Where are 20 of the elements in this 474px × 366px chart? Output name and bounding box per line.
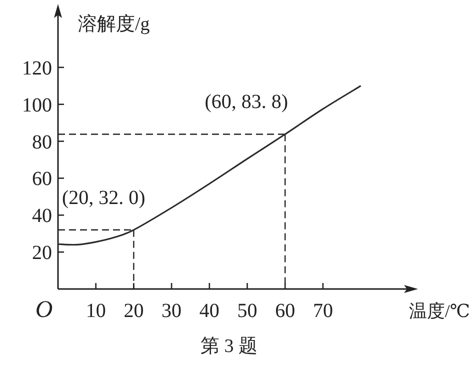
y-tick-label: 80 <box>32 131 52 154</box>
x-tick-label: 70 <box>312 300 333 322</box>
y-axis-title: 溶解度/g <box>78 13 150 35</box>
x-tick-label: 40 <box>199 300 220 322</box>
annotation: (60, 83. 8) <box>204 91 288 114</box>
x-tick-label: O <box>35 297 53 323</box>
y-tick-label: 100 <box>22 94 52 116</box>
annotation: (20, 32. 0) <box>62 186 146 209</box>
y-tick-label: 40 <box>32 205 52 228</box>
x-axis-title: 温度/℃ <box>408 301 470 321</box>
y-tick-label: 60 <box>32 168 52 190</box>
y-tick-label: 20 <box>32 242 52 264</box>
x-tick-label: 50 <box>237 300 258 322</box>
y-tick-label: 120 <box>22 57 52 80</box>
x-tick-label: 10 <box>86 300 106 322</box>
annotation: 第 3 题 <box>200 336 258 357</box>
x-tick-label: 60 <box>275 300 296 322</box>
x-tick-label: 20 <box>124 300 144 322</box>
x-tick-label: 30 <box>162 300 182 322</box>
annotation: (20, 32. 0) <box>58 186 146 289</box>
